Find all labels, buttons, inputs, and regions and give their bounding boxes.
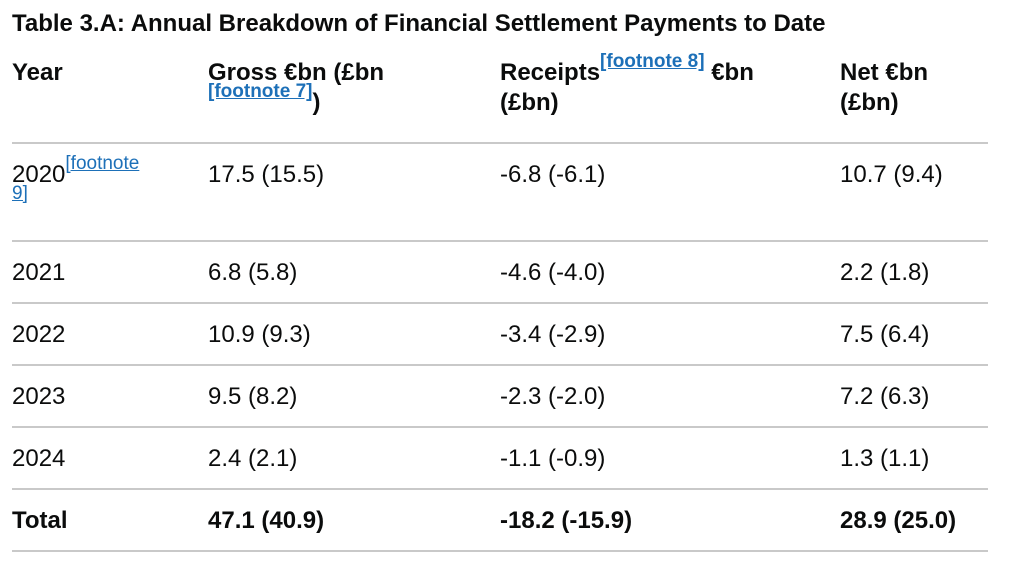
cell-gross: 2.4 (2.1) [208, 427, 500, 490]
total-row: Total 47.1 (40.9) -18.2 (-15.9) 28.9 (25… [12, 489, 988, 552]
cell-year: 2022 [12, 303, 208, 366]
settlement-payments-table: Year Gross €bn (£bn [footnote 7]) Receipt… [12, 52, 988, 552]
table-row: 2023 9.5 (8.2) -2.3 (-2.0) 7.2 (6.3) [12, 365, 988, 428]
cell-year: 2024 [12, 427, 208, 490]
table-row: 2020[footnote 9] 17.5 (15.5) -6.8 (-6.1) … [12, 143, 988, 242]
year-value: 2020 [12, 161, 66, 188]
cell-receipts: -3.4 (-2.9) [500, 303, 840, 366]
total-receipts: -18.2 (-15.9) [500, 489, 840, 552]
header-receipts-label: Receipts [500, 59, 601, 86]
cell-receipts: -2.3 (-2.0) [500, 365, 840, 428]
cell-net: 2.2 (1.8) [840, 241, 988, 304]
cell-net: 7.5 (6.4) [840, 303, 988, 366]
footnote-9-part2: 9] [12, 183, 28, 204]
table-row: 2024 2.4 (2.1) -1.1 (-0.9) 1.3 (1.1) [12, 427, 988, 490]
header-gross: Gross €bn (£bn [footnote 7]) [208, 52, 500, 144]
cell-gross: 17.5 (15.5) [208, 143, 500, 242]
cell-receipts: -4.6 (-4.0) [500, 241, 840, 304]
cell-gross: 10.9 (9.3) [208, 303, 500, 366]
cell-year: 2021 [12, 241, 208, 304]
footnote-9-link[interactable]: [footnote 9] [12, 153, 139, 204]
table-row: 2021 6.8 (5.8) -4.6 (-4.0) 2.2 (1.8) [12, 241, 988, 304]
cell-gross: 9.5 (8.2) [208, 365, 500, 428]
header-gross-label: Gross €bn (£bn [208, 59, 385, 86]
footnote-7-link[interactable]: [footnote 7] [208, 81, 313, 102]
header-gross-close: ) [312, 89, 321, 116]
cell-net: 10.7 (9.4) [840, 143, 988, 242]
footnote-9-part1: [footnote [65, 153, 140, 174]
cell-gross: 6.8 (5.8) [208, 241, 500, 304]
table-row: 2022 10.9 (9.3) -3.4 (-2.9) 7.5 (6.4) [12, 303, 988, 366]
header-net-gbp: (£bn) [840, 89, 899, 116]
header-year: Year [12, 52, 208, 144]
cell-year: 2020[footnote 9] [12, 143, 208, 242]
table-title: Table 3.A: Annual Breakdown of Financial… [12, 10, 826, 37]
header-receipts: Receipts[footnote 8] €bn (£bn) [500, 51, 840, 144]
footnote-8-link[interactable]: [footnote 8] [600, 51, 705, 72]
header-year-label: Year [12, 59, 63, 86]
header-row: Year Gross €bn (£bn [footnote 7]) Receipt… [12, 51, 988, 144]
header-net: Net €bn (£bn) [840, 52, 988, 144]
cell-year: 2023 [12, 365, 208, 428]
cell-receipts: -6.8 (-6.1) [500, 143, 840, 242]
cell-receipts: -1.1 (-0.9) [500, 427, 840, 490]
total-label: Total [12, 489, 208, 552]
total-gross: 47.1 (40.9) [208, 489, 500, 552]
header-receipts-unit: €bn [704, 59, 754, 86]
total-net: 28.9 (25.0) [840, 489, 988, 552]
cell-net: 7.2 (6.3) [840, 365, 988, 428]
header-net-label: Net €bn [840, 59, 929, 86]
cell-net: 1.3 (1.1) [840, 427, 988, 490]
header-receipts-gbp: (£bn) [500, 89, 559, 116]
